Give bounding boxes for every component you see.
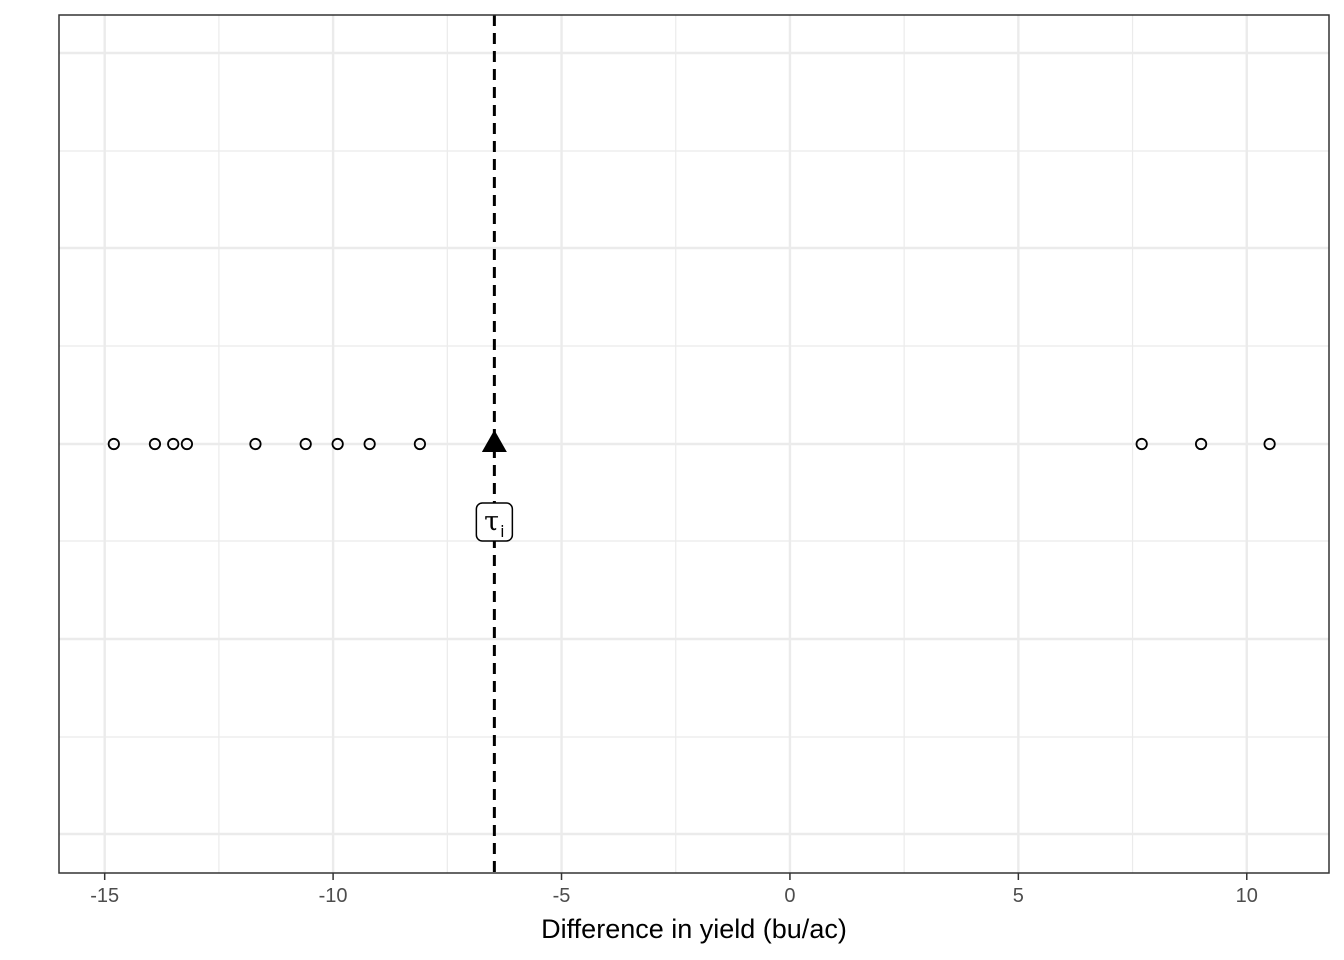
data-point xyxy=(107,437,120,451)
panel-border xyxy=(58,14,1330,874)
annotation-symbol: τ xyxy=(484,506,499,537)
mean-triangle-marker xyxy=(481,430,507,452)
annotation-label-box xyxy=(475,502,514,542)
annotation-subscript: i xyxy=(500,522,504,541)
annotation-label: τi xyxy=(484,506,504,541)
data-point xyxy=(249,437,262,451)
x-tick-label: -10 xyxy=(319,885,348,907)
x-tick-label: -5 xyxy=(553,885,571,907)
x-tick-label: 10 xyxy=(1236,885,1258,907)
data-point xyxy=(180,437,194,451)
x-tick-label: 0 xyxy=(784,885,795,907)
x-axis: -15 -10 -5 0 5 10 xyxy=(90,873,1258,907)
data-point xyxy=(363,437,376,451)
data-point xyxy=(167,437,180,451)
data-point xyxy=(1194,437,1208,451)
data-point xyxy=(331,437,344,451)
data-points xyxy=(107,437,1276,451)
data-point xyxy=(1135,437,1148,451)
data-point xyxy=(148,437,162,451)
data-point xyxy=(299,437,312,451)
x-tick-label: -15 xyxy=(90,885,119,907)
grid xyxy=(59,15,1329,873)
tau-annotation: τi xyxy=(475,502,514,542)
data-point xyxy=(1263,437,1276,451)
x-axis-title: Difference in yield (bu/ac) xyxy=(541,914,847,944)
data-point xyxy=(413,437,426,451)
x-tick-label: 5 xyxy=(1013,885,1024,907)
